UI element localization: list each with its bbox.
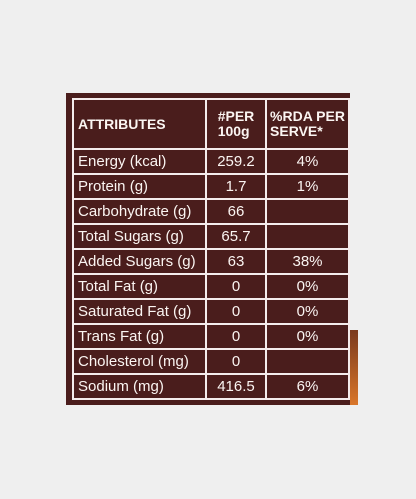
value-cell bbox=[267, 225, 350, 250]
attribute-cell: Trans Fat (g) bbox=[74, 325, 207, 350]
value-cell bbox=[267, 200, 350, 225]
attribute-cell: Carbohydrate (g) bbox=[74, 200, 207, 225]
value-cell: 1.7 bbox=[207, 175, 267, 200]
value-cell: 416.5 bbox=[207, 375, 267, 400]
value-cell: 6% bbox=[267, 375, 350, 400]
value-cell: 259.2 bbox=[207, 150, 267, 175]
header-cell: #PER 100g bbox=[207, 100, 267, 150]
value-cell: 0 bbox=[207, 325, 267, 350]
attribute-cell: Cholesterol (mg) bbox=[74, 350, 207, 375]
value-cell: 38% bbox=[267, 250, 350, 275]
header-cell: ATTRIBUTES bbox=[74, 100, 207, 150]
attribute-cell: Sodium (mg) bbox=[74, 375, 207, 400]
attribute-cell: Total Sugars (g) bbox=[74, 225, 207, 250]
attribute-cell: Total Fat (g) bbox=[74, 275, 207, 300]
value-cell: 1% bbox=[267, 175, 350, 200]
value-cell: 66 bbox=[207, 200, 267, 225]
value-cell: 4% bbox=[267, 150, 350, 175]
attribute-cell: Added Sugars (g) bbox=[74, 250, 207, 275]
nutrition-table: ATTRIBUTES #PER 100g %RDA PER SERVE* Energy… bbox=[72, 98, 350, 400]
value-cell: 65.7 bbox=[207, 225, 267, 250]
value-cell: 0% bbox=[267, 300, 350, 325]
attribute-cell: Saturated Fat (g) bbox=[74, 300, 207, 325]
value-cell: 0% bbox=[267, 275, 350, 300]
package-edge bbox=[350, 330, 358, 405]
value-cell: 63 bbox=[207, 250, 267, 275]
value-cell: 0% bbox=[267, 325, 350, 350]
value-cell: 0 bbox=[207, 350, 267, 375]
value-cell: 0 bbox=[207, 275, 267, 300]
attribute-cell: Protein (g) bbox=[74, 175, 207, 200]
attribute-cell: Energy (kcal) bbox=[74, 150, 207, 175]
value-cell: 0 bbox=[207, 300, 267, 325]
value-cell bbox=[267, 350, 350, 375]
header-cell: %RDA PER SERVE* bbox=[267, 100, 350, 150]
